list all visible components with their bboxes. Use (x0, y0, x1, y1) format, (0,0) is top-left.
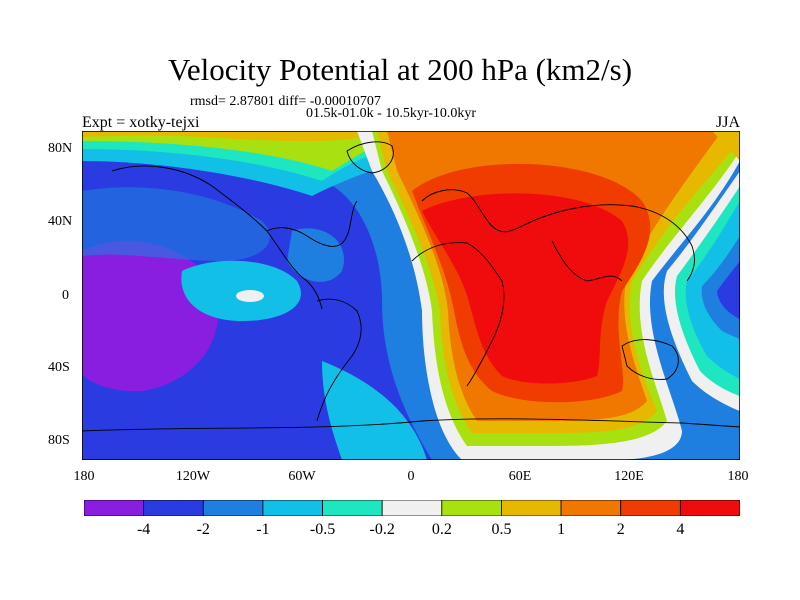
y-tick-label: 80N (48, 141, 73, 156)
field-band (287, 228, 344, 282)
colorbar-tick-label: 4 (676, 521, 685, 538)
colorbar-tick-label: -1 (256, 521, 270, 538)
y-tick-label: 80S (48, 433, 70, 448)
coastline (82, 418, 740, 432)
colorbar-swatch (381, 500, 443, 516)
colorbar-tick-label: -0.2 (369, 521, 395, 538)
colorbar-tick-label: 0.5 (491, 521, 512, 538)
colorbar-swatch (441, 500, 502, 516)
colorbar-swatch (202, 500, 264, 516)
field-band (82, 131, 392, 171)
coastline (521, 204, 695, 282)
y-tick-label: 0 (62, 288, 69, 303)
rmsd-diff-stats: rmsd= 2.87801 diff= -0.00010707 (190, 94, 381, 109)
colorbar-tick-label: 2 (616, 521, 625, 538)
colorbar (84, 500, 740, 516)
colorbar-tick-label: 0.2 (431, 521, 452, 538)
map-title: Velocity Potential at 200 hPa (km2/s) (167, 52, 633, 87)
coastline (621, 339, 679, 380)
field-band (712, 131, 740, 161)
field-band (422, 193, 629, 384)
experiment-label: Expt = xotky-tejxi (82, 114, 200, 131)
colorbar-tick-label: 1 (557, 521, 566, 538)
colorbar-swatch (322, 500, 383, 516)
x-tick-label: 120W (175, 469, 211, 484)
colorbar-tick-label: -0.5 (309, 521, 336, 538)
x-tick-label: 0 (407, 469, 415, 484)
field-band (322, 361, 427, 460)
x-tick-label: 180 (73, 469, 95, 484)
y-tick-label: 40N (48, 214, 73, 229)
colorbar-swatch (143, 500, 204, 516)
colorbar-swatch (262, 500, 323, 516)
field-band (337, 272, 382, 307)
y-tick-label: 40S (48, 360, 70, 375)
colorbar-swatch (560, 500, 622, 516)
coastline (421, 189, 523, 233)
x-tick-label: 60W (288, 469, 316, 484)
field-band (181, 260, 301, 321)
coastline (346, 141, 394, 174)
x-tick-label: 120E (614, 469, 644, 484)
velocity-potential-map (82, 131, 740, 460)
season-label: JJA (715, 114, 740, 131)
coastline (111, 165, 323, 310)
coastline (266, 200, 358, 247)
colorbar-swatch (679, 500, 740, 516)
coastline (316, 298, 362, 422)
coastline (411, 242, 505, 387)
colorbar-swatch (84, 500, 145, 516)
field-band (82, 187, 270, 261)
coastline (551, 240, 623, 282)
colorbar-swatch (620, 500, 681, 516)
colorbar-swatch (501, 500, 562, 516)
field-band (717, 261, 740, 319)
field-band (236, 290, 264, 302)
x-tick-label: 180 (727, 469, 749, 484)
x-tick-label: 60E (508, 469, 532, 484)
colorbar-tick-label: -4 (136, 521, 151, 538)
period-label: 01.5k-01.0k - 10.5kyr-10.0kyr (306, 106, 477, 121)
colorbar-tick-label: -2 (196, 521, 210, 538)
field-band (82, 131, 382, 141)
